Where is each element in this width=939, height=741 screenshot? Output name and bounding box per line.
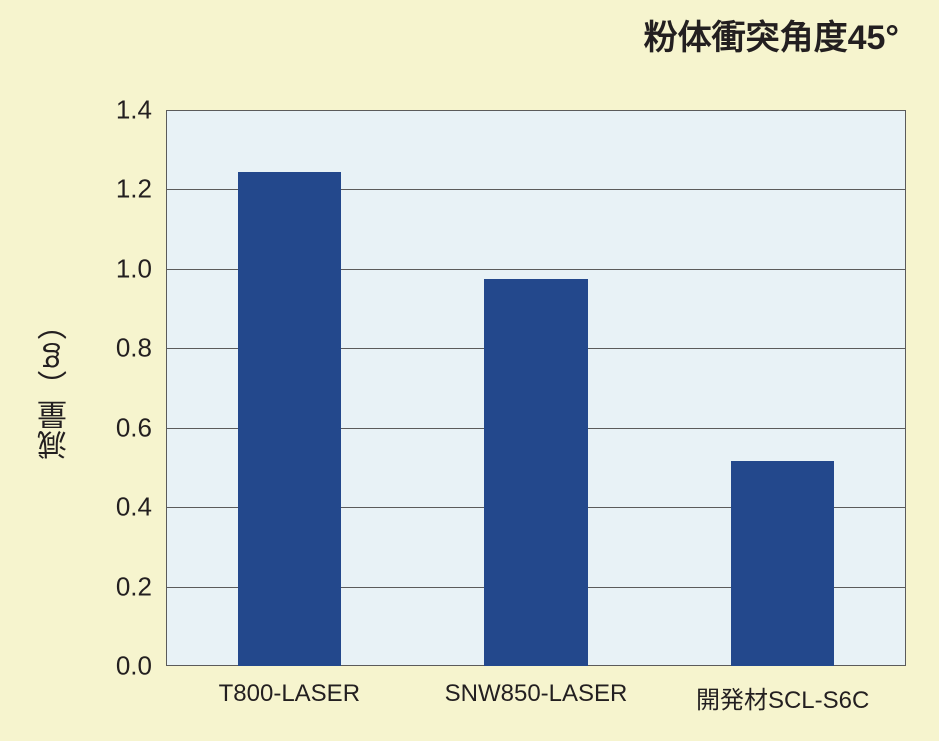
y-tick-label: 0.8: [116, 333, 152, 364]
chart-title: 粉体衝突角度45°: [644, 10, 899, 59]
y-axis-label: 減量（ｇ）: [34, 310, 78, 460]
chart-area: 0.00.20.40.60.81.01.21.4T800-LASERSNW850…: [166, 110, 906, 666]
bar: [731, 461, 835, 666]
gridline: [166, 110, 906, 111]
x-tick-label: T800-LASER: [219, 680, 360, 708]
x-tick-label: 開発材SCL-S6C: [696, 680, 869, 715]
bar: [484, 279, 588, 666]
y-tick-label: 0.6: [116, 412, 152, 443]
y-tick-label: 1.2: [116, 174, 152, 205]
y-tick-label: 0.4: [116, 492, 152, 523]
bar: [238, 172, 342, 666]
y-tick-label: 1.0: [116, 253, 152, 284]
y-tick-label: 1.4: [116, 95, 152, 126]
x-tick-label: SNW850-LASER: [445, 680, 628, 708]
y-tick-label: 0.2: [116, 571, 152, 602]
y-tick-label: 0.0: [116, 651, 152, 682]
